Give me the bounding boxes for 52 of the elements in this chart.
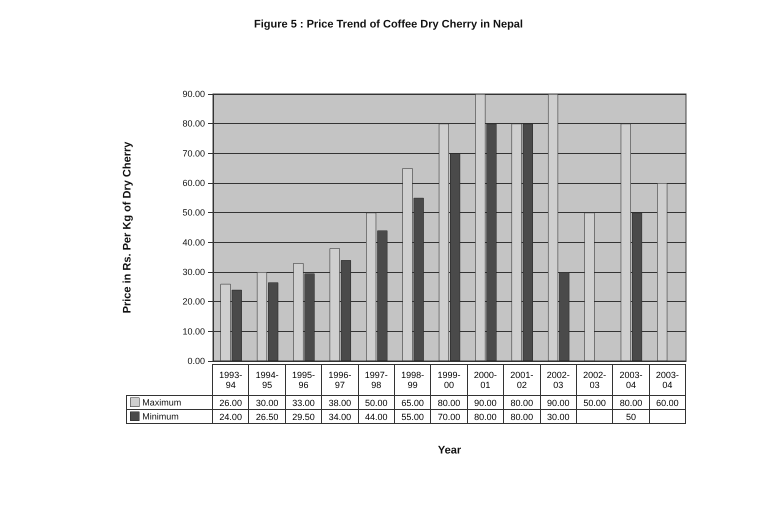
y-tick-label: 30.00 — [182, 267, 205, 277]
data-label: 50.00 — [576, 396, 613, 410]
data-label: 26.50 — [248, 410, 286, 424]
data-label: 80.00 — [504, 410, 540, 424]
chart-title: Figure 5 : Price Trend of Coffee Dry Cherry in Nepal — [254, 18, 523, 30]
y-tick-label: 60.00 — [182, 178, 205, 188]
x-tick-label: 2002-03 — [540, 364, 576, 396]
x-axis-title: Year — [438, 444, 462, 456]
x-tick-label: 1995-96 — [285, 364, 322, 396]
x-tick-label: 1997-98 — [358, 364, 394, 396]
data-label: 33.00 — [285, 396, 322, 410]
y-tick-label: 10.00 — [182, 326, 205, 336]
x-tick-label: 1994-95 — [248, 364, 286, 396]
data-label: 50.00 — [358, 396, 394, 410]
data-label: 90.00 — [467, 396, 504, 410]
x-tick-label: 1998-99 — [394, 364, 431, 396]
y-tick-label: 40.00 — [182, 237, 205, 248]
data-label: 90.00 — [540, 396, 576, 410]
y-tick-label: 90.00 — [182, 89, 205, 99]
y-tick-label: 50.00 — [182, 208, 205, 218]
y-tick-label: 80.00 — [182, 118, 205, 129]
data-label: 30.00 — [540, 410, 576, 424]
y-tick-label: 20.00 — [182, 296, 205, 307]
data-label: 50 — [612, 410, 650, 424]
x-tick-label: 2001-02 — [504, 364, 540, 396]
x-tick-label: 2000-01 — [467, 364, 504, 396]
data-label: 70.00 — [430, 410, 468, 424]
x-tick-label: 1993-94 — [212, 364, 249, 396]
data-label: 80.00 — [504, 396, 540, 410]
data-label: 38.00 — [322, 396, 358, 410]
data-label: 80.00 — [430, 396, 468, 410]
y-tick-label: 70.00 — [182, 148, 205, 158]
data-label: 65.00 — [394, 396, 431, 410]
data-label: 44.00 — [358, 410, 394, 424]
y-axis-title: Price in Rs. Per Kg of Dry Cherry — [122, 140, 134, 314]
x-tick-label: 2003-04 — [612, 364, 650, 396]
data-label: 29.50 — [285, 410, 322, 424]
x-tick-label: 2003-04 — [649, 364, 686, 396]
data-label: 80.00 — [467, 410, 504, 424]
data-label: 60.00 — [649, 396, 686, 410]
data-label: 26.00 — [212, 396, 249, 410]
x-tick-label: 1996-97 — [322, 364, 358, 396]
data-label: 80.00 — [612, 396, 650, 410]
legend-label: Minimum — [142, 411, 179, 422]
data-label: 24.00 — [212, 410, 249, 424]
x-tick-label: 2002-03 — [576, 364, 613, 396]
x-tick-label: 1999-00 — [430, 364, 468, 396]
data-label: 30.00 — [248, 396, 286, 410]
data-label: 34.00 — [322, 410, 358, 424]
y-tick-label: 0.00 — [187, 356, 205, 366]
data-label: 55.00 — [394, 410, 431, 424]
legend-label: Maximum — [142, 397, 182, 408]
